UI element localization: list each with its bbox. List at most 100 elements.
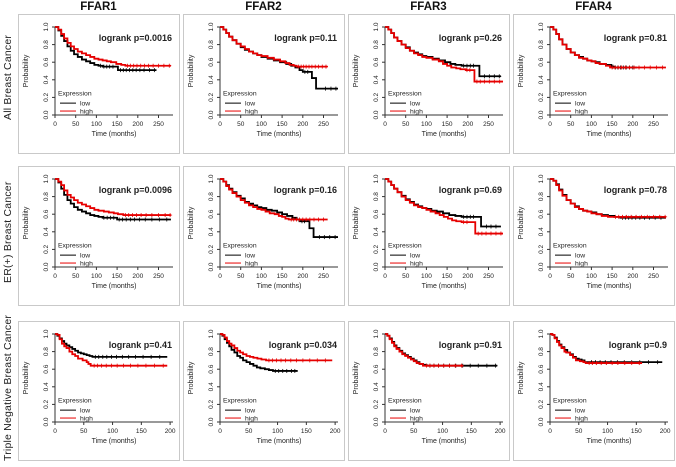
svg-text:high: high	[80, 260, 93, 267]
svg-text:low: low	[575, 253, 585, 260]
svg-text:0.6: 0.6	[43, 364, 50, 373]
svg-text:200: 200	[164, 428, 175, 435]
svg-text:50: 50	[72, 273, 80, 280]
svg-text:0.4: 0.4	[538, 227, 545, 236]
svg-text:0.8: 0.8	[538, 40, 545, 49]
svg-text:low: low	[245, 253, 255, 260]
svg-text:0.0: 0.0	[538, 417, 545, 426]
svg-text:1.0: 1.0	[43, 174, 50, 183]
svg-text:Probability: Probability	[188, 206, 195, 239]
svg-text:high: high	[80, 415, 93, 422]
svg-text:Probability: Probability	[518, 361, 525, 394]
km-plot-tnbc-ffar2: 0 50 100 150 200 0.0 0.2 0.4 0.6 0.8 1.0 Time (mont…	[181, 310, 346, 465]
svg-text:high: high	[245, 108, 258, 115]
svg-text:Expression: Expression	[553, 243, 587, 250]
svg-text:150: 150	[135, 428, 146, 435]
svg-text:0.2: 0.2	[208, 93, 215, 102]
svg-text:Expression: Expression	[58, 243, 92, 250]
svg-text:150: 150	[465, 428, 476, 435]
km-panel: 0 50 100 150 200 250 0.0 0.2 0.4 0.6 0.8 1.0 Time (m…	[347, 166, 510, 306]
svg-text:Expression: Expression	[388, 398, 422, 405]
svg-text:0.8: 0.8	[373, 40, 380, 49]
svg-text:high: high	[575, 415, 588, 422]
svg-text:100: 100	[437, 428, 448, 435]
svg-text:high: high	[245, 260, 258, 267]
svg-text:Probability: Probability	[23, 54, 30, 87]
svg-text:50: 50	[80, 428, 88, 435]
km-plot-tnbc-ffar4: 0 50 100 150 200 0.0 0.2 0.4 0.6 0.8 1.0 Time (mont…	[511, 310, 676, 465]
svg-text:200: 200	[329, 428, 340, 435]
svg-text:0.4: 0.4	[538, 382, 545, 391]
svg-text:1.0: 1.0	[208, 174, 215, 183]
svg-text:0.8: 0.8	[43, 347, 50, 356]
svg-text:Probability: Probability	[23, 206, 30, 239]
svg-text:0.4: 0.4	[208, 227, 215, 236]
svg-text:0: 0	[53, 428, 57, 435]
km-plot-all-ffar1: FFAR1 0 50 100 150 200 250 0.0 0.2 0.4 0.6 0.8 1.0 T…	[16, 0, 181, 155]
km-panel: 0 50 100 150 200 250 0.0 0.2 0.4 0.6 0.8 1.0 Time (m…	[512, 14, 675, 154]
svg-text:0: 0	[548, 273, 552, 280]
svg-text:0: 0	[218, 273, 222, 280]
svg-text:50: 50	[410, 428, 418, 435]
svg-text:0.0: 0.0	[373, 417, 380, 426]
svg-text:Probability: Probability	[518, 54, 525, 87]
svg-text:100: 100	[420, 273, 431, 280]
svg-text:0.8: 0.8	[538, 347, 545, 356]
svg-text:0.6: 0.6	[538, 364, 545, 373]
row-label-triple-negative-breast-cancer: Triple Negative Breast Cancer	[1, 314, 14, 461]
svg-text:150: 150	[606, 121, 617, 128]
svg-text:0.8: 0.8	[43, 40, 50, 49]
svg-text:0.2: 0.2	[373, 400, 380, 409]
svg-text:0.2: 0.2	[43, 245, 50, 254]
svg-text:low: low	[575, 408, 585, 415]
km-panel: 0 50 100 150 200 250 0.0 0.2 0.4 0.6 0.8 1.0 Time (m…	[17, 14, 180, 154]
svg-text:Expression: Expression	[553, 398, 587, 405]
svg-text:150: 150	[111, 121, 122, 128]
svg-text:250: 250	[483, 273, 494, 280]
svg-text:Expression: Expression	[388, 243, 422, 250]
svg-text:1.0: 1.0	[43, 329, 50, 338]
svg-text:high: high	[80, 108, 93, 115]
svg-text:0: 0	[383, 428, 387, 435]
svg-text:Time (months): Time (months)	[256, 131, 301, 138]
column-title-ffar3: FFAR3	[410, 1, 447, 13]
svg-text:100: 100	[107, 428, 118, 435]
km-plot-erpos-ffar1: 0 50 100 150 200 250 0.0 0.2 0.4 0.6 0.8 1.0 Time (m…	[16, 155, 181, 310]
svg-text:logrank p=0.41: logrank p=0.41	[108, 340, 171, 350]
svg-text:100: 100	[90, 273, 101, 280]
svg-text:logrank p=0.91: logrank p=0.91	[438, 340, 501, 350]
svg-text:100: 100	[420, 121, 431, 128]
svg-text:Probability: Probability	[188, 361, 195, 394]
svg-text:Time (months): Time (months)	[586, 131, 631, 138]
km-plot-tnbc-ffar1: 0 50 100 150 200 0.0 0.2 0.4 0.6 0.8 1.0 Time (mont…	[16, 310, 181, 465]
svg-text:50: 50	[237, 273, 245, 280]
svg-text:100: 100	[272, 428, 283, 435]
svg-text:0.8: 0.8	[373, 192, 380, 201]
svg-text:200: 200	[132, 121, 143, 128]
svg-text:200: 200	[627, 121, 638, 128]
svg-text:low: low	[80, 408, 90, 415]
svg-text:high: high	[575, 260, 588, 267]
svg-text:0.2: 0.2	[43, 400, 50, 409]
svg-text:1.0: 1.0	[208, 22, 215, 31]
svg-text:1.0: 1.0	[538, 174, 545, 183]
svg-text:Probability: Probability	[518, 206, 525, 239]
svg-text:50: 50	[567, 273, 575, 280]
svg-text:200: 200	[132, 273, 143, 280]
svg-text:150: 150	[111, 273, 122, 280]
svg-text:Probability: Probability	[188, 54, 195, 87]
svg-text:Time (months): Time (months)	[256, 438, 301, 445]
svg-text:0.0: 0.0	[208, 110, 215, 119]
svg-text:150: 150	[276, 273, 287, 280]
svg-text:50: 50	[402, 121, 410, 128]
svg-text:0.0: 0.0	[43, 110, 50, 119]
svg-text:0: 0	[383, 273, 387, 280]
km-panel: 0 50 100 150 200 0.0 0.2 0.4 0.6 0.8 1.0 Time (mont…	[182, 321, 345, 461]
svg-text:0: 0	[218, 428, 222, 435]
km-panel: 0 50 100 150 200 250 0.0 0.2 0.4 0.6 0.8 1.0 Time (m…	[182, 14, 345, 154]
svg-text:0.8: 0.8	[373, 347, 380, 356]
svg-text:Probability: Probability	[353, 361, 360, 394]
svg-text:high: high	[410, 260, 423, 267]
svg-text:logrank p=0.78: logrank p=0.78	[603, 185, 666, 195]
svg-text:Time (months): Time (months)	[91, 438, 136, 445]
